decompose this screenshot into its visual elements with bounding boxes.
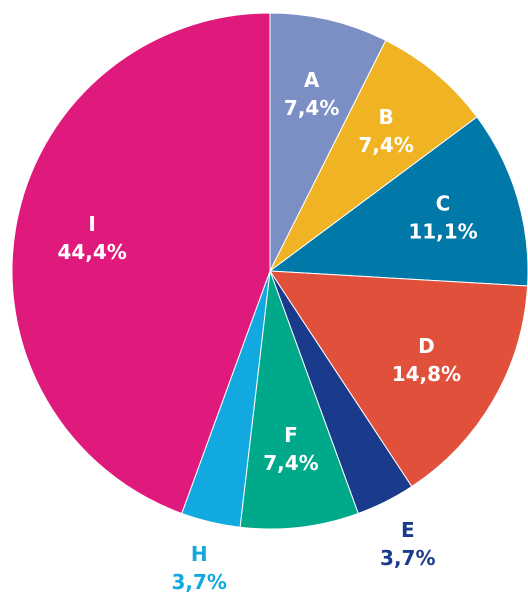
pie-slice — [239, 270, 359, 530]
slice-value-label: 11,1% — [408, 220, 477, 244]
slice-value-label: 7,4% — [358, 133, 413, 157]
slice-value-label: 7,4% — [263, 451, 318, 475]
slice-value-label: 44,4% — [57, 240, 126, 264]
slice-category-label: F — [284, 423, 298, 447]
slice-value-label: 7,4% — [284, 96, 339, 120]
slice-category-label: D — [418, 334, 435, 358]
pie-slice — [269, 270, 528, 488]
slice-category-label: B — [378, 105, 393, 129]
slice-category-label: I — [88, 212, 95, 236]
slice-value-label: 3,7% — [380, 546, 435, 570]
slice-category-label: E — [401, 518, 415, 542]
pie-slice — [269, 12, 387, 272]
slice-category-label: H — [191, 542, 208, 566]
slice-category-label: C — [436, 192, 451, 216]
slice-value-label: 14,8% — [392, 362, 461, 386]
slice-category-label: A — [304, 68, 320, 92]
slice-value-label: 3,7% — [171, 570, 226, 594]
pie-slice — [269, 39, 478, 272]
pie-slice — [11, 12, 271, 515]
